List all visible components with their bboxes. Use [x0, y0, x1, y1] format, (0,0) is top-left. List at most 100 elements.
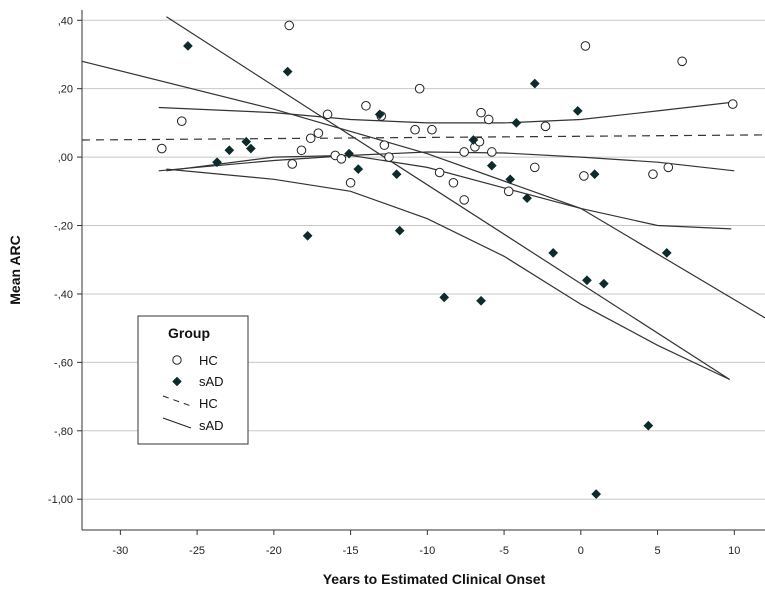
data-point-hc	[313, 128, 324, 138]
x-tick-label: 10	[728, 545, 740, 557]
legend-sad-diamond-icon	[172, 376, 182, 387]
data-point-sad	[522, 193, 533, 204]
legend-label-hc-line: HC	[199, 396, 218, 411]
legend: Group HC sAD HC sAD	[137, 315, 249, 445]
data-point-sad	[486, 160, 497, 171]
y-tick-label: ,20	[58, 84, 73, 96]
data-point-hc	[157, 143, 167, 154]
fit-line-hc-dashed	[81, 134, 765, 141]
y-ticks: ,40 ,20 ,00 -,20 -,40 -,60 -,80 -1,00	[48, 15, 82, 506]
data-point-sad	[529, 78, 540, 89]
data-point-sad	[468, 135, 479, 145]
data-point-sad	[511, 117, 522, 128]
y-tick-label: -1,00	[48, 494, 73, 506]
data-point-hc	[677, 56, 687, 67]
data-point-sad	[212, 157, 223, 168]
data-point-hc	[540, 121, 551, 132]
data-point-sad	[282, 66, 293, 77]
legend-title: Group	[168, 325, 210, 341]
fit-line-hc-solid	[158, 101, 732, 124]
data-point-sad	[374, 109, 385, 120]
data-point-hc	[434, 167, 445, 178]
data-point-hc	[487, 147, 497, 157]
data-point-hc	[427, 124, 437, 135]
x-tick-label: -5	[499, 545, 509, 557]
data-point-hc	[410, 124, 420, 135]
x-tick-label: -15	[343, 545, 359, 557]
data-point-hc	[336, 154, 347, 164]
legend-label-sad-line: sAD	[199, 418, 224, 433]
data-point-sad	[548, 247, 559, 258]
data-point-sad	[591, 489, 602, 500]
data-point-hc	[580, 41, 591, 51]
legend-label-hc-points: HC	[199, 353, 218, 368]
legend-box	[137, 315, 249, 445]
fit-line-sad-solid	[166, 168, 730, 381]
data-point-sad	[439, 292, 450, 303]
data-point-sad	[245, 143, 256, 154]
x-axis-label: Years to Estimated Clinical Onset	[323, 571, 546, 587]
data-point-hc	[361, 100, 371, 111]
data-point-sad	[302, 230, 313, 241]
data-point-hc	[176, 116, 187, 126]
data-point-hc	[503, 186, 514, 197]
data-point-sad	[505, 174, 516, 185]
fit-line-sad-solid	[81, 60, 765, 319]
y-tick-label: ,00	[58, 152, 73, 164]
data-point-hc	[414, 83, 425, 94]
x-tick-label: 5	[654, 545, 660, 557]
data-point-sad	[643, 420, 654, 431]
y-tick-label: -,60	[54, 357, 73, 369]
x-tick-label: -30	[112, 545, 128, 557]
legend-label-sad-points: sAD	[199, 374, 224, 389]
fit-line-sad-solid	[166, 154, 732, 230]
data-point-hc	[579, 171, 589, 181]
data-point-hc	[296, 145, 307, 156]
data-points	[157, 20, 738, 500]
data-point-sad	[394, 225, 405, 236]
data-point-hc	[648, 169, 658, 180]
fit-line-sad-solid	[166, 16, 731, 381]
fit-lines	[81, 16, 765, 381]
data-point-sad	[224, 145, 235, 156]
y-tick-label: ,40	[58, 15, 73, 27]
data-point-sad	[241, 136, 252, 147]
data-point-hc	[345, 177, 356, 188]
data-point-hc	[287, 159, 298, 169]
data-point-hc	[284, 20, 295, 31]
data-point-hc	[529, 162, 540, 173]
data-point-hc	[663, 162, 674, 173]
data-point-hc	[483, 114, 494, 125]
data-point-sad	[476, 295, 487, 306]
data-point-sad	[598, 278, 609, 289]
data-point-sad	[589, 169, 600, 180]
data-point-hc	[476, 107, 486, 118]
x-tick-label: -10	[419, 545, 435, 557]
data-point-sad	[353, 164, 364, 175]
data-point-sad	[182, 40, 193, 51]
data-point-sad	[344, 148, 355, 159]
legend-sad-solid-line-icon	[162, 417, 192, 429]
x-tick-label: -25	[189, 545, 205, 557]
data-point-sad	[661, 247, 672, 258]
data-point-hc	[384, 152, 394, 162]
legend-hc-circle-icon	[172, 355, 182, 365]
data-point-hc	[459, 147, 469, 157]
data-point-hc	[379, 140, 390, 150]
y-tick-label: -,80	[54, 426, 73, 438]
y-tick-label: -,20	[54, 221, 73, 233]
data-point-hc	[459, 195, 469, 205]
data-point-hc	[322, 109, 333, 120]
x-tick-label: 0	[578, 545, 584, 557]
y-tick-label: -,40	[54, 289, 73, 301]
data-point-hc	[448, 177, 459, 188]
y-axis-label: Mean ARC	[7, 235, 23, 305]
data-point-hc	[727, 99, 738, 109]
data-point-sad	[391, 169, 402, 180]
data-point-hc	[305, 133, 316, 144]
x-tick-label: -20	[266, 545, 282, 557]
legend-hc-dashed-line-icon	[162, 395, 192, 407]
x-ticks: -30 -25 -20 -15 -10 -5 0 5 10	[112, 530, 740, 557]
data-point-sad	[572, 105, 583, 116]
